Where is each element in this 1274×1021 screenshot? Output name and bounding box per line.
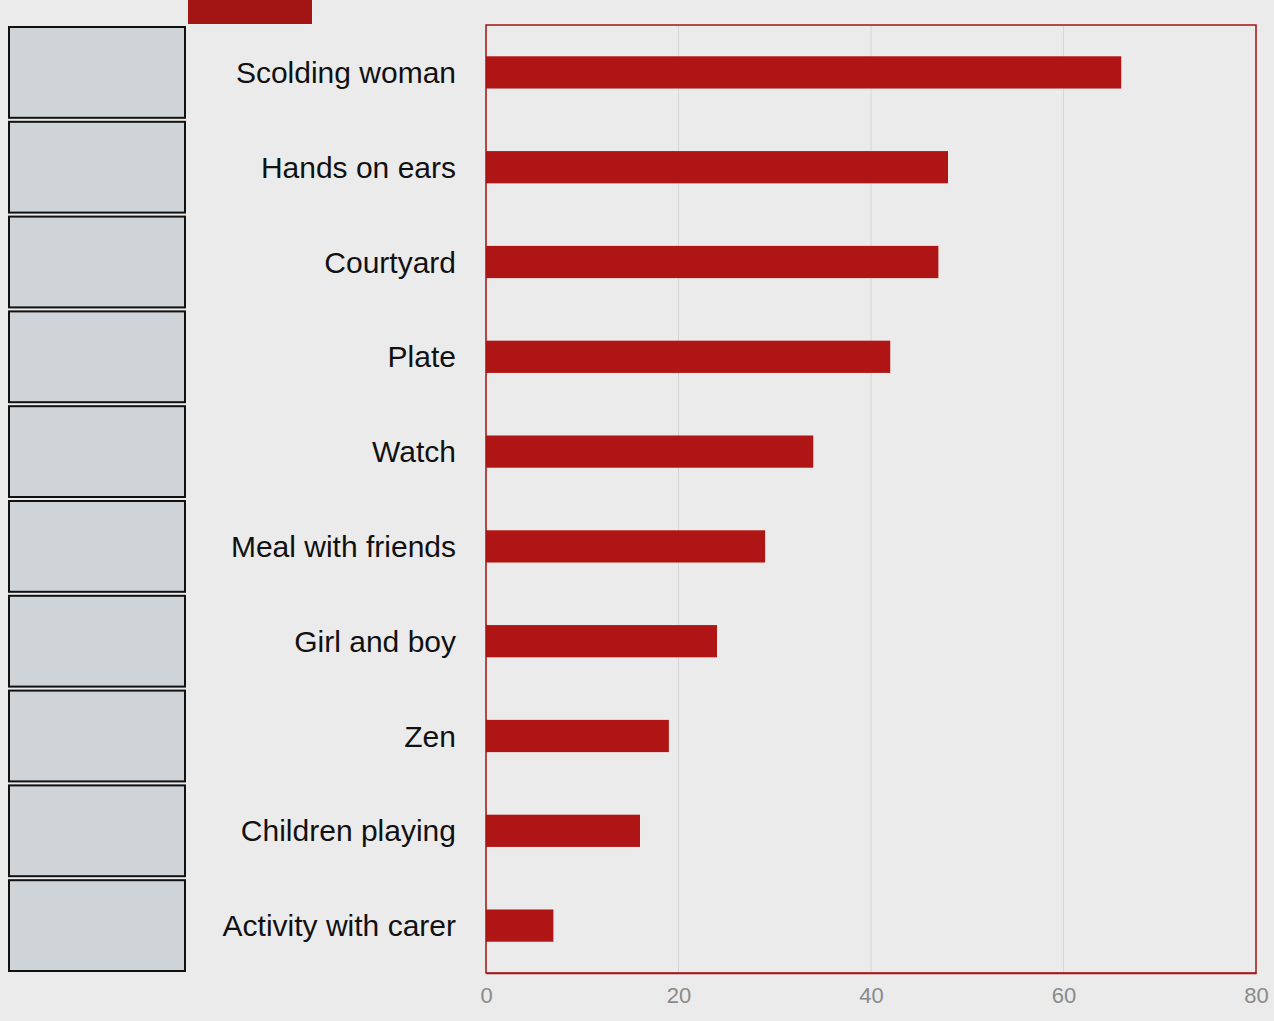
tick-label: 60 <box>1052 983 1076 1008</box>
tick: 20 <box>667 973 691 1008</box>
category-label: Watch <box>372 435 456 468</box>
category-label: Girl and boy <box>294 625 456 658</box>
bar <box>486 720 669 752</box>
decoration <box>188 0 312 24</box>
tick: 0 <box>480 973 492 1008</box>
photo-placeholder <box>9 311 185 402</box>
photo-placeholder <box>9 501 185 592</box>
photos <box>9 27 185 971</box>
bar <box>486 625 717 657</box>
grid-line <box>1063 25 1064 973</box>
bar <box>486 151 948 183</box>
x-axis: 0 20 40 60 80 <box>480 973 1268 1008</box>
axis-line <box>487 973 1257 975</box>
category-label: Activity with carer <box>223 909 456 942</box>
category-label: Children playing <box>241 814 456 847</box>
photo-placeholder <box>9 27 185 118</box>
bar <box>486 341 890 373</box>
tick-label: 20 <box>667 983 691 1008</box>
category-label: Courtyard <box>324 246 456 279</box>
category-label: Scolding woman <box>236 56 456 89</box>
bar <box>486 530 765 562</box>
tick-label: 0 <box>480 983 492 1008</box>
chart: 0 20 40 60 80 Scolding woman Hands on ears Cour… <box>0 0 1274 1021</box>
category-label: Meal with friends <box>231 530 456 563</box>
bar <box>486 815 640 847</box>
tick: 40 <box>859 973 883 1008</box>
grid <box>486 25 1256 973</box>
background <box>0 0 1274 1021</box>
photo-placeholder <box>9 691 185 782</box>
tick-label: 40 <box>859 983 883 1008</box>
plot-frame <box>486 25 1256 973</box>
bar <box>486 56 1121 88</box>
category-label: Hands on ears <box>261 151 456 184</box>
photo-placeholder <box>9 785 185 876</box>
tick-label: 80 <box>1244 983 1268 1008</box>
bar <box>486 246 938 278</box>
bar <box>486 435 813 467</box>
category-label: Plate <box>388 340 456 373</box>
photo-placeholder <box>9 122 185 213</box>
photo-placeholder <box>9 217 185 308</box>
category-label: Zen <box>404 720 456 753</box>
category-labels: Scolding woman Hands on ears Courtyard Plat… <box>223 56 456 942</box>
photo-placeholder <box>9 880 185 971</box>
bars <box>486 56 1121 941</box>
photo-placeholder <box>9 596 185 687</box>
tick: 60 <box>1052 973 1076 1008</box>
tick: 80 <box>1244 973 1268 1008</box>
photo-placeholder <box>9 406 185 497</box>
bar <box>486 909 553 941</box>
